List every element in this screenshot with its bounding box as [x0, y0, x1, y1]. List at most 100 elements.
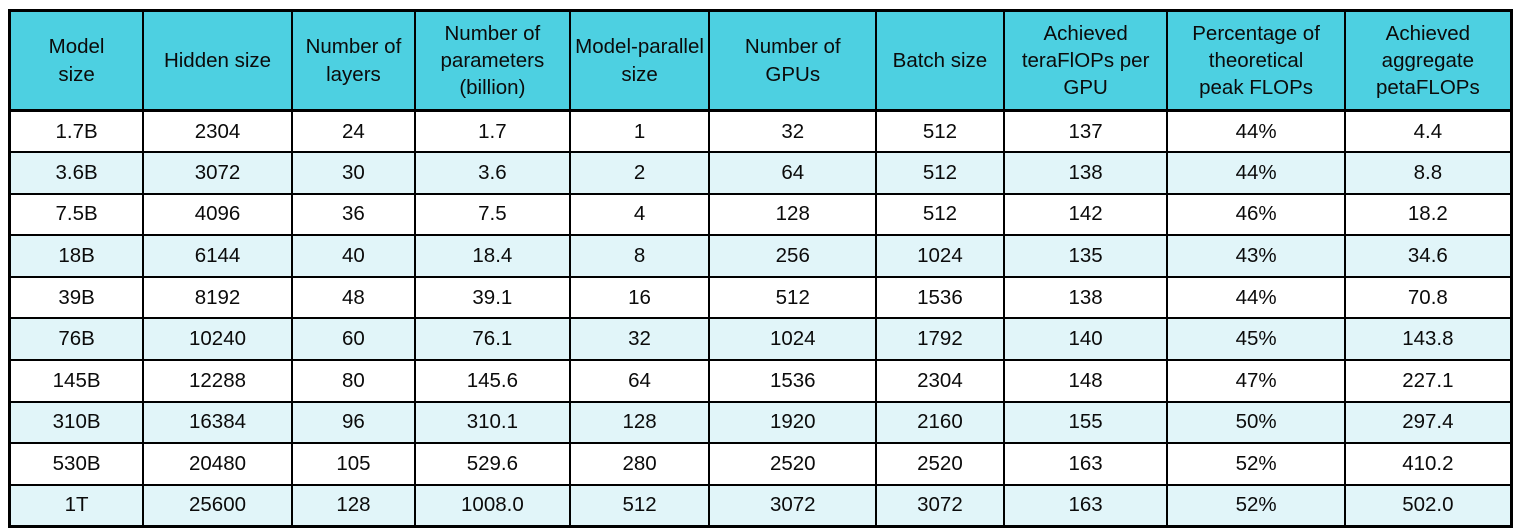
cell-model-parallel-size: 2: [568, 151, 711, 195]
cell-hidden-size: 8192: [142, 275, 293, 320]
cell-aggregate-petaflops: 227.1: [1343, 359, 1513, 403]
cell-num-layers: 105: [290, 442, 417, 486]
cell-num-layers: 30: [290, 151, 417, 195]
col-header-hidden-size: Hidden size: [142, 9, 293, 112]
cell-num-parameters: 76.1: [414, 317, 571, 362]
cell-num-layers: 128: [290, 483, 417, 528]
cell-hidden-size: 12288: [142, 359, 293, 403]
col-header-num-parameters: Number of parameters (billion): [414, 9, 571, 112]
cell-num-gpus: 3072: [708, 483, 878, 528]
cell-num-parameters: 145.6: [414, 359, 571, 403]
cell-percentage-peak-flops: 44%: [1166, 151, 1346, 195]
cell-batch-size: 2520: [875, 442, 1005, 486]
cell-teraflops-per-gpu: 135: [1002, 234, 1169, 278]
table-row: 18B 6144 40 18.4 8 256 1024 135 43% 34.6: [8, 234, 1513, 278]
cell-num-parameters: 529.6: [414, 442, 571, 486]
cell-percentage-peak-flops: 43%: [1166, 234, 1346, 278]
cell-batch-size: 512: [875, 151, 1005, 195]
col-header-model-size: Model size: [8, 9, 145, 112]
cell-num-parameters: 1008.0: [414, 483, 571, 528]
cell-num-gpus: 512: [708, 275, 878, 320]
cell-model-size: 145B: [8, 359, 145, 403]
cell-num-layers: 96: [290, 400, 417, 445]
cell-teraflops-per-gpu: 163: [1002, 483, 1169, 528]
cell-num-layers: 60: [290, 317, 417, 362]
cell-aggregate-petaflops: 70.8: [1343, 275, 1513, 320]
col-header-achieved-aggregate-petaflops: Achieved aggregate petaFLOPs: [1343, 9, 1513, 112]
cell-aggregate-petaflops: 18.2: [1343, 192, 1513, 237]
cell-num-gpus: 256: [708, 234, 878, 278]
cell-model-size: 76B: [8, 317, 145, 362]
table-row: 145B 12288 80 145.6 64 1536 2304 148 47%…: [8, 359, 1513, 403]
cell-model-parallel-size: 8: [568, 234, 711, 278]
header-row: Model size Hidden size Number of layers …: [8, 9, 1513, 112]
cell-aggregate-petaflops: 8.8: [1343, 151, 1513, 195]
cell-model-parallel-size: 280: [568, 442, 711, 486]
cell-aggregate-petaflops: 4.4: [1343, 109, 1513, 154]
table-header: Model size Hidden size Number of layers …: [8, 9, 1513, 112]
cell-teraflops-per-gpu: 138: [1002, 151, 1169, 195]
cell-teraflops-per-gpu: 140: [1002, 317, 1169, 362]
cell-hidden-size: 3072: [142, 151, 293, 195]
cell-batch-size: 3072: [875, 483, 1005, 528]
cell-num-parameters: 18.4: [414, 234, 571, 278]
cell-aggregate-petaflops: 410.2: [1343, 442, 1513, 486]
cell-model-size: 1T: [8, 483, 145, 528]
cell-batch-size: 1024: [875, 234, 1005, 278]
cell-hidden-size: 10240: [142, 317, 293, 362]
table-row: 530B 20480 105 529.6 280 2520 2520 163 5…: [8, 442, 1513, 486]
cell-percentage-peak-flops: 50%: [1166, 400, 1346, 445]
col-header-percentage-peak-flops: Percentage of theoretical peak FLOPs: [1166, 9, 1346, 112]
cell-num-layers: 80: [290, 359, 417, 403]
cell-teraflops-per-gpu: 138: [1002, 275, 1169, 320]
cell-model-parallel-size: 4: [568, 192, 711, 237]
model-scaling-table: Model size Hidden size Number of layers …: [8, 9, 1513, 528]
cell-teraflops-per-gpu: 137: [1002, 109, 1169, 154]
cell-num-gpus: 1536: [708, 359, 878, 403]
cell-hidden-size: 20480: [142, 442, 293, 486]
cell-num-layers: 40: [290, 234, 417, 278]
table-row: 1.7B 2304 24 1.7 1 32 512 137 44% 4.4: [8, 109, 1513, 154]
table-row: 7.5B 4096 36 7.5 4 128 512 142 46% 18.2: [8, 192, 1513, 237]
table-row: 3.6B 3072 30 3.6 2 64 512 138 44% 8.8: [8, 151, 1513, 195]
cell-hidden-size: 4096: [142, 192, 293, 237]
cell-aggregate-petaflops: 34.6: [1343, 234, 1513, 278]
col-header-num-layers: Number of layers: [290, 9, 417, 112]
cell-num-parameters: 3.6: [414, 151, 571, 195]
col-header-model-parallel-size: Model-parallel size: [568, 9, 711, 112]
cell-model-size: 1.7B: [8, 109, 145, 154]
cell-percentage-peak-flops: 44%: [1166, 109, 1346, 154]
cell-model-size: 18B: [8, 234, 145, 278]
cell-percentage-peak-flops: 44%: [1166, 275, 1346, 320]
cell-percentage-peak-flops: 47%: [1166, 359, 1346, 403]
cell-hidden-size: 16384: [142, 400, 293, 445]
cell-num-parameters: 310.1: [414, 400, 571, 445]
cell-percentage-peak-flops: 52%: [1166, 483, 1346, 528]
cell-model-parallel-size: 64: [568, 359, 711, 403]
cell-model-size: 530B: [8, 442, 145, 486]
cell-aggregate-petaflops: 502.0: [1343, 483, 1513, 528]
table-row: 39B 8192 48 39.1 16 512 1536 138 44% 70.…: [8, 275, 1513, 320]
cell-batch-size: 1536: [875, 275, 1005, 320]
cell-num-gpus: 64: [708, 151, 878, 195]
cell-teraflops-per-gpu: 163: [1002, 442, 1169, 486]
cell-teraflops-per-gpu: 155: [1002, 400, 1169, 445]
cell-model-parallel-size: 32: [568, 317, 711, 362]
table-body: 1.7B 2304 24 1.7 1 32 512 137 44% 4.4 3.…: [8, 109, 1513, 528]
cell-hidden-size: 6144: [142, 234, 293, 278]
cell-num-gpus: 2520: [708, 442, 878, 486]
cell-num-gpus: 1024: [708, 317, 878, 362]
col-header-achieved-teraflops-per-gpu: Achieved teraFlOPs per GPU: [1002, 9, 1169, 112]
cell-model-size: 7.5B: [8, 192, 145, 237]
cell-model-size: 39B: [8, 275, 145, 320]
cell-num-parameters: 39.1: [414, 275, 571, 320]
col-header-batch-size: Batch size: [875, 9, 1005, 112]
cell-model-size: 3.6B: [8, 151, 145, 195]
cell-num-gpus: 128: [708, 192, 878, 237]
cell-batch-size: 512: [875, 192, 1005, 237]
cell-num-gpus: 1920: [708, 400, 878, 445]
cell-hidden-size: 2304: [142, 109, 293, 154]
table-row: 1T 25600 128 1008.0 512 3072 3072 163 52…: [8, 483, 1513, 528]
cell-num-layers: 36: [290, 192, 417, 237]
cell-model-parallel-size: 512: [568, 483, 711, 528]
